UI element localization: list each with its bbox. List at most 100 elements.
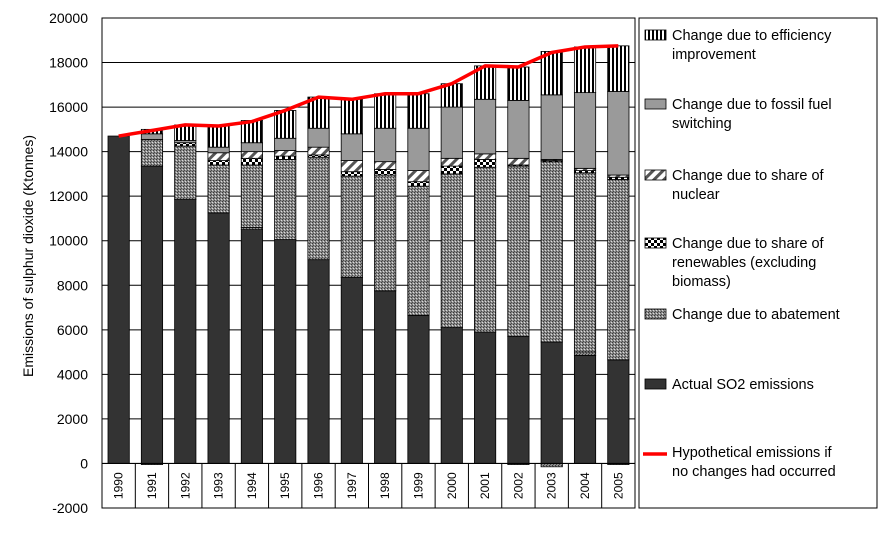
x-tick-label: 2000 [445, 472, 459, 499]
bar-segment-diag [440, 157, 463, 167]
x-tick-label: 1991 [145, 472, 159, 499]
legend-label: Change due to share of [672, 236, 825, 252]
bar-segment-grey [573, 92, 597, 169]
legend-swatch [644, 308, 667, 320]
legend-label: Actual SO2 emissions [672, 377, 814, 393]
bar-segment-dark [607, 359, 630, 464]
legend-swatch [644, 98, 667, 110]
x-tick-label: 1999 [411, 472, 425, 499]
bar-1994 [240, 120, 263, 464]
bar-1999 [407, 93, 430, 464]
bar-segment-stipple [307, 156, 330, 261]
x-tick-label: 2004 [578, 472, 592, 499]
bar-segment-grey [240, 142, 263, 153]
legend-swatch [644, 169, 667, 181]
legend-label: Change due to fossil fuel [672, 97, 832, 113]
bar-segment-checker [440, 165, 463, 175]
bar-1990 [107, 135, 130, 464]
bar-segment-dark [440, 327, 463, 464]
bar-segment-dark [140, 165, 164, 464]
bar-segment-dark [274, 239, 297, 464]
bar-1997 [340, 98, 363, 464]
bar-segment-dark [107, 135, 130, 464]
bar-segment-checker [174, 142, 197, 147]
bar-segment-diag [274, 150, 297, 157]
axes: -2000 0 2000 4000 6000 8000 10000 12000 14000 160… [49, 10, 636, 516]
y-tick-label: 16000 [49, 99, 88, 115]
y-tick-label: -2000 [52, 500, 88, 516]
legend-label: no changes had occurred [672, 464, 836, 480]
legend-label: switching [672, 116, 732, 132]
bar-segment-grey [307, 127, 330, 148]
x-tick-label: 1992 [178, 472, 192, 499]
bar-segment-vert [540, 51, 563, 96]
x-tick-label: 1995 [278, 472, 292, 499]
legend-label: improvement [672, 47, 756, 63]
bar-segment-stipple [440, 173, 463, 328]
bar-segment-stipple [374, 174, 397, 292]
y-tick-label: 0 [80, 455, 88, 471]
y-tick-label: 20000 [49, 10, 88, 26]
bar-segment-checker [240, 157, 263, 166]
legend-label: biomass) [672, 274, 731, 290]
x-tick-label: 1993 [212, 472, 226, 499]
legend-label: nuclear [672, 187, 720, 203]
bar-segment-stipple [573, 172, 597, 353]
bar-segment-diag [240, 151, 263, 159]
bar-segment-dark [374, 290, 397, 464]
bar-1998 [374, 93, 397, 464]
bar-segment-stipple [507, 165, 530, 337]
bar-segment-diag [340, 160, 363, 173]
bar-segment-dark [207, 212, 230, 464]
bar-segment-vert [607, 45, 630, 92]
bar-segment-diag [474, 153, 497, 160]
bar-segment-grey [207, 146, 230, 154]
legend-label: renewables (excluding [672, 255, 816, 271]
bar-segment-stipple [174, 145, 197, 200]
bar-segment-stipple [207, 164, 230, 214]
legend-item: Change due to efficiency improvement [644, 28, 832, 63]
x-tick-label: 2005 [611, 472, 625, 499]
bar-segment-stipple [474, 166, 497, 333]
bar-segment-vert [507, 66, 530, 101]
bar-2002 [507, 66, 530, 465]
bar-segment-grey [374, 127, 397, 163]
bar-segment-grey [607, 91, 630, 176]
bar-segment-stipple [407, 185, 430, 316]
x-tick-label: 1997 [345, 472, 359, 499]
bar-1992 [174, 124, 197, 464]
legend-item: Change due to fossil fuel switching [644, 97, 832, 132]
y-tick-label: 6000 [57, 322, 88, 338]
bar-segment-checker [207, 160, 230, 166]
bar-segment-dark [340, 277, 363, 464]
x-tick-label: 1990 [112, 472, 126, 499]
bar-1993 [207, 124, 230, 464]
bar-segment-stipple [573, 351, 597, 356]
bar-segment-checker [474, 159, 497, 168]
hypothetical-line-layer [118, 44, 619, 138]
bar-2005 [607, 45, 630, 465]
legend-label: Change due to share of [672, 168, 825, 184]
bar-segment-grey [540, 94, 563, 160]
bar-1991 [140, 128, 164, 465]
bar-segment-dark [507, 336, 530, 464]
bar-segment-stipple [607, 179, 630, 361]
y-tick-label: 8000 [57, 277, 88, 293]
bar-segment-diag [407, 170, 430, 183]
y-tick-label: 14000 [49, 144, 88, 160]
x-tick-label: 2003 [545, 472, 559, 499]
x-tick-label: 1996 [312, 472, 326, 499]
bar-segment-checker [374, 169, 397, 176]
bar-segment-checker [274, 155, 297, 160]
bar-segment-vert [207, 124, 230, 148]
bar-segment-dark [573, 355, 597, 464]
legend-item: Hypothetical emissions if no changes had … [643, 445, 836, 480]
bar-segment-diag [307, 146, 330, 156]
y-tick-label: 2000 [57, 411, 88, 427]
bar-segment-grey [407, 127, 430, 171]
bar-segment-grey [507, 100, 530, 159]
bar-segment-diag [207, 152, 230, 161]
bar-segment-grey [274, 137, 297, 151]
bar-segment-grey [474, 98, 497, 155]
